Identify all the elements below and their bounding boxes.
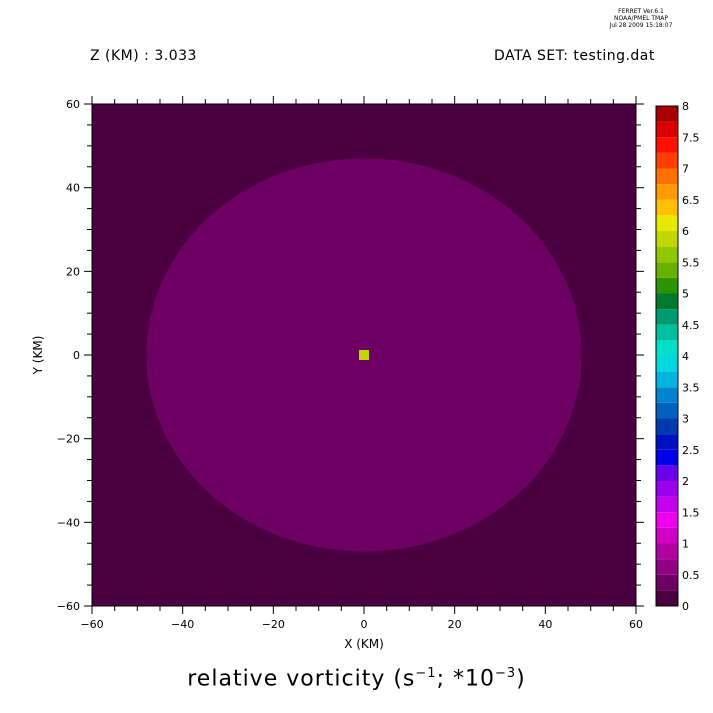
x-tick-label: −20 xyxy=(262,618,285,631)
title-part-mid: ; *10 xyxy=(436,666,495,692)
x-tick-label: −60 xyxy=(80,618,103,631)
colorbar-swatch xyxy=(656,371,678,388)
colorbar-swatch xyxy=(656,106,678,122)
colorbar-swatch xyxy=(656,356,678,372)
ferret-metadata: FERRET Ver.6.1 NOAA/PMEL TMAP Jul 28 200… xyxy=(596,8,686,29)
colorbar-swatch xyxy=(656,496,678,513)
colorbar-swatch xyxy=(656,324,678,341)
y-tick-label: 20 xyxy=(66,265,80,278)
y-tick-label: 60 xyxy=(66,98,80,111)
x-tick-label: 0 xyxy=(361,618,368,631)
colorbar-swatch xyxy=(656,262,678,278)
title-sup-2: −3 xyxy=(494,666,517,681)
colorbar-swatch xyxy=(656,152,678,169)
colorbar-swatch xyxy=(656,434,678,450)
x-tick-label: 20 xyxy=(448,618,462,631)
y-axis-title: Y (KM) xyxy=(31,336,45,376)
colorbar-label: 5 xyxy=(682,288,689,301)
plot-area xyxy=(92,104,636,606)
y-axis: −60 −40 −20 0 20 40 60 xyxy=(57,98,644,613)
colorbar-swatch xyxy=(656,168,678,185)
colorbar-swatch xyxy=(656,246,678,263)
colorbar-swatch xyxy=(656,590,678,606)
colorbar-swatch xyxy=(656,465,678,481)
colorbar-swatch xyxy=(656,418,678,435)
colorbar-swatch xyxy=(656,387,678,403)
colorbar-label: 7 xyxy=(682,163,689,176)
meta-org: NOAA/PMEL TMAP xyxy=(614,15,668,22)
colorbar-label: 0 xyxy=(682,600,689,613)
colorbar-swatch xyxy=(656,512,678,528)
colorbar-label: 5.5 xyxy=(682,256,700,269)
y-tick-label: −60 xyxy=(57,600,80,613)
colorbar-label: 6 xyxy=(682,225,689,238)
colorbar-label: 8 xyxy=(682,100,689,113)
colorbar-label: 3.5 xyxy=(682,381,700,394)
colorbar-swatch xyxy=(656,574,678,591)
colorbar-swatch xyxy=(656,340,678,356)
colorbar-swatch xyxy=(656,137,678,153)
colorbar-swatch xyxy=(656,309,678,325)
z-level-label: Z (KM) : 3.033 xyxy=(90,48,197,64)
y-tick-label: −20 xyxy=(57,433,80,446)
colorbar: 0 0.5 1 1.5 2 2.5 3 3.5 4 4.5 5 5.5 6 6.5 7 7.5 8 xyxy=(655,100,700,613)
colorbar-label: 6.5 xyxy=(682,194,700,207)
colorbar-swatch xyxy=(656,184,678,200)
colorbar-swatch xyxy=(656,293,678,310)
x-axis: −60 −40 −20 0 20 40 60 xyxy=(80,96,643,631)
title-sup-1: −1 xyxy=(415,666,437,681)
colorbar-label: 4.5 xyxy=(682,319,700,332)
colorbar-swatch xyxy=(656,543,678,560)
colorbar-swatch xyxy=(656,527,678,544)
colorbar-swatch xyxy=(656,121,678,138)
colorbar-label: 0.5 xyxy=(682,569,700,582)
colorbar-swatch xyxy=(656,449,678,466)
colorbar-swatch xyxy=(656,277,678,294)
colorbar-label: 7.5 xyxy=(682,131,700,144)
title-part-main: relative vorticity (s xyxy=(187,666,416,692)
dataset-label: DATA SET: testing.dat xyxy=(494,48,655,64)
y-tick-label: 40 xyxy=(66,182,80,195)
x-tick-label: −40 xyxy=(171,618,194,631)
colorbar-swatch xyxy=(656,559,678,575)
colorbar-swatch xyxy=(656,481,678,497)
colorbar-label: 1 xyxy=(682,538,689,551)
colorbar-label: 2 xyxy=(682,475,689,488)
colorbar-swatch xyxy=(656,231,678,247)
meta-version: FERRET Ver.6.1 xyxy=(618,8,664,15)
contour-peak-cell xyxy=(359,350,369,360)
colorbar-swatch xyxy=(656,199,678,216)
meta-timestamp: Jul 28 2009 15:18:07 xyxy=(609,22,673,29)
colorbar-label: 2.5 xyxy=(682,444,700,457)
title-part-end: ) xyxy=(516,666,526,692)
colorbar-swatch xyxy=(656,215,678,231)
colorbar-swatch xyxy=(656,402,678,419)
y-tick-label: 0 xyxy=(73,349,80,362)
colorbar-border xyxy=(655,105,679,607)
colorbar-label: 3 xyxy=(682,413,689,426)
x-tick-label: 60 xyxy=(629,618,643,631)
colorbar-label: 1.5 xyxy=(682,506,700,519)
colorbar-label: 4 xyxy=(682,350,689,363)
x-axis-title: X (KM) xyxy=(344,637,384,651)
y-tick-label: −40 xyxy=(57,516,80,529)
chart-title: relative vorticity (s−1; *10−3) xyxy=(0,666,713,691)
x-tick-label: 40 xyxy=(538,618,552,631)
